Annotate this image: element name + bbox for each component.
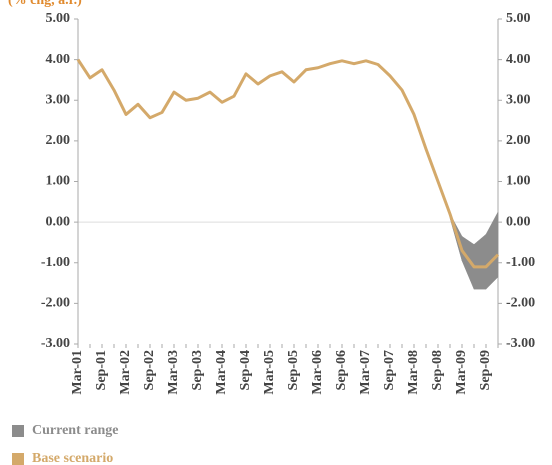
y-tick-label: 1.00 bbox=[46, 174, 71, 189]
base-line bbox=[76, 58, 500, 269]
legend-label: Base scenario bbox=[32, 451, 113, 465]
y2-tick-label: -3.00 bbox=[506, 336, 535, 351]
y-tick-label: -2.00 bbox=[41, 296, 70, 311]
y2-tick-label: -2.00 bbox=[506, 296, 535, 311]
range-band bbox=[485, 211, 499, 290]
y-tick-label: 3.00 bbox=[46, 92, 71, 107]
legend-label: Current range bbox=[32, 423, 118, 438]
y-tick-label: 4.00 bbox=[46, 52, 71, 67]
y2-tick-label: 0.00 bbox=[506, 214, 531, 229]
x-tick-label: Mar-04 bbox=[214, 350, 229, 395]
y2-tick-label: 2.00 bbox=[506, 133, 531, 148]
chart-subtitle: (% chg, a.r.) bbox=[8, 0, 82, 8]
x-tick-label: Sep-05 bbox=[286, 350, 301, 390]
range-band bbox=[473, 233, 487, 290]
x-tick-label: Sep-04 bbox=[238, 350, 253, 390]
x-tick-label: Mar-05 bbox=[262, 350, 277, 395]
y-tick-label: -1.00 bbox=[41, 255, 70, 270]
x-tick-label: Mar-07 bbox=[358, 350, 373, 395]
x-tick-label: Sep-01 bbox=[94, 350, 109, 390]
x-tick-label: Sep-03 bbox=[190, 350, 205, 390]
x-tick-label: Mar-03 bbox=[166, 350, 181, 395]
x-tick-label: Sep-07 bbox=[382, 350, 397, 390]
y2-tick-label: 4.00 bbox=[506, 52, 531, 67]
x-tick-label: Mar-01 bbox=[70, 350, 85, 395]
x-tick-label: Sep-02 bbox=[142, 350, 157, 390]
y2-tick-label: 5.00 bbox=[506, 11, 531, 26]
y2-tick-label: 1.00 bbox=[506, 174, 531, 189]
y-tick-label: 0.00 bbox=[46, 214, 71, 229]
x-tick-label: Sep-08 bbox=[430, 350, 445, 390]
y-tick-label: -3.00 bbox=[41, 336, 70, 351]
legend-swatch bbox=[12, 453, 24, 465]
x-tick-label: Mar-02 bbox=[118, 350, 133, 395]
x-tick-label: Mar-08 bbox=[406, 350, 421, 395]
x-tick-label: Sep-09 bbox=[478, 350, 493, 390]
y2-tick-label: -1.00 bbox=[506, 255, 535, 270]
x-tick-label: Mar-09 bbox=[454, 350, 469, 395]
x-tick-label: Mar-06 bbox=[310, 350, 325, 395]
y-tick-label: 2.00 bbox=[46, 133, 71, 148]
legend-swatch bbox=[12, 425, 24, 437]
x-tick-label: Sep-06 bbox=[334, 350, 349, 390]
y2-tick-label: 3.00 bbox=[506, 92, 531, 107]
y-tick-label: 5.00 bbox=[46, 11, 71, 26]
